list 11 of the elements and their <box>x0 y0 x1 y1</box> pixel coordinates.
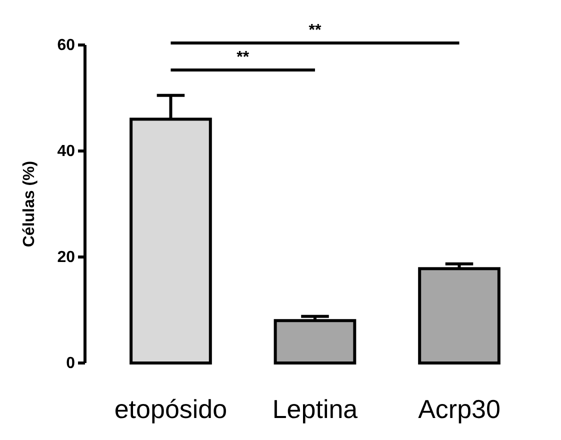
x-tick-label: Acrp30 <box>418 394 500 424</box>
x-tick-label: Leptina <box>272 394 358 424</box>
bar <box>274 319 356 364</box>
text: ** <box>308 22 322 39</box>
y-tick-label: 60 <box>57 37 76 54</box>
y-tick-label: 0 <box>66 355 76 372</box>
y-axis-title: Células (%) <box>21 160 38 248</box>
y-tick-label: 40 <box>57 143 76 160</box>
annotation: ** <box>236 49 250 66</box>
y-tick-label: 20 <box>57 249 76 266</box>
x-tick-label: etopósido <box>114 394 228 424</box>
